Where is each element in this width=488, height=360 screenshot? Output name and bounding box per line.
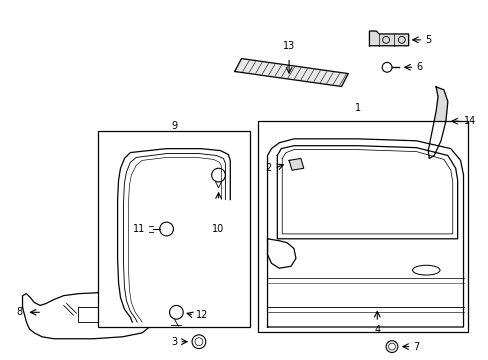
Text: 7: 7 [413,342,419,352]
Text: 9: 9 [171,121,177,131]
Text: 11: 11 [133,224,145,234]
Text: 12: 12 [196,310,208,320]
Bar [98,131,249,327]
Text: 13: 13 [283,41,295,51]
Text: 14: 14 [463,116,475,126]
Text: 10: 10 [212,224,224,234]
Bar [257,121,468,332]
Text: 4: 4 [373,325,380,335]
Text: 2: 2 [264,163,271,173]
Polygon shape [288,158,303,170]
Text: 3: 3 [171,337,177,347]
Text: 8: 8 [17,307,22,317]
Polygon shape [234,59,347,86]
Text: 1: 1 [354,103,360,113]
Polygon shape [427,87,447,158]
Polygon shape [369,31,408,46]
Text: 5: 5 [425,35,431,45]
Text: 6: 6 [416,62,422,72]
